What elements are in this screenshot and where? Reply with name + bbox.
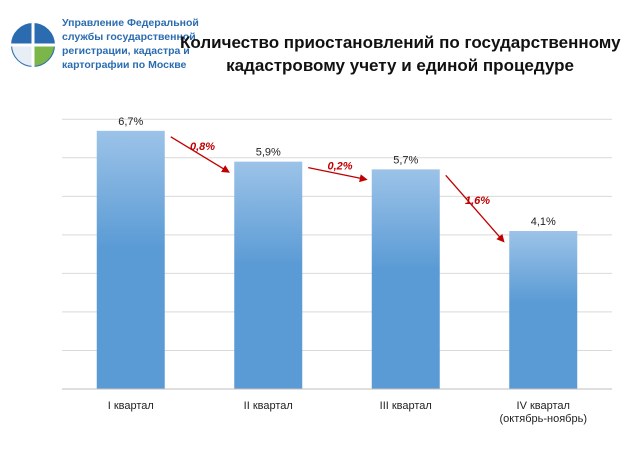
org-name-line: регистрации, кадастра и [62, 45, 190, 57]
data-label: 6,7% [118, 116, 143, 128]
x-tick-label: (октябрь-ноябрь) [500, 413, 587, 425]
chart-title-line: кадастровому учету и единой процедуре [226, 56, 574, 75]
data-label: 5,9% [256, 147, 281, 159]
change-label: 1,6% [465, 195, 490, 207]
change-label: 0,2% [327, 161, 352, 173]
change-arrow [445, 174, 505, 243]
data-label: 4,1% [531, 216, 556, 228]
chart-title-line: Количество приостановлений по государств… [180, 33, 621, 52]
org-name: Управление Федеральной службы государств… [62, 16, 200, 72]
org-name-line: Управление Федеральной [62, 17, 199, 29]
change-arrow [170, 136, 230, 173]
org-name-line: картографии по Москве [62, 59, 187, 71]
change-arrow [308, 167, 368, 183]
x-tick-label: II квартал [244, 400, 293, 412]
x-tick-label: I квартал [108, 400, 154, 412]
bar [371, 169, 440, 389]
bar [96, 130, 165, 389]
data-label: 5,7% [393, 154, 418, 166]
rosreestr-logo-icon [10, 22, 56, 68]
org-block: Управление Федеральной службы государств… [10, 12, 200, 82]
chart-title: Количество приостановлений по государств… [180, 31, 621, 77]
x-tick-label: IV квартал [517, 400, 570, 412]
bar [234, 161, 303, 389]
bar [509, 231, 578, 389]
org-name-line: службы государственной [62, 31, 196, 43]
x-tick-label: III квартал [380, 400, 432, 412]
change-label: 0,8% [190, 141, 215, 153]
